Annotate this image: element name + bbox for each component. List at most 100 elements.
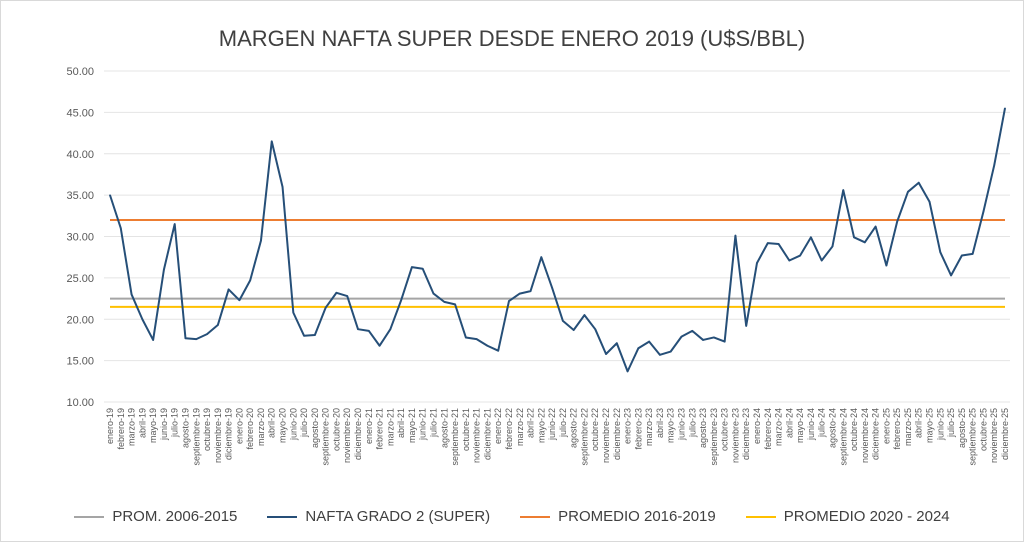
x-tick-label: julio-20 — [299, 408, 309, 438]
data-point — [238, 299, 241, 302]
x-tick-label: noviembre-22 — [601, 408, 611, 463]
x-tick-label: noviembre-20 — [342, 408, 352, 463]
x-tick-label: octubre-24 — [849, 408, 859, 451]
data-point — [292, 311, 295, 314]
legend-swatch — [520, 515, 551, 518]
legend-swatch — [745, 515, 776, 518]
x-tick-label: mayo-23 — [666, 408, 676, 443]
x-tick-label: enero-22 — [493, 408, 503, 444]
x-tick-label: junio-21 — [418, 408, 428, 441]
x-tick-label: junio-23 — [677, 408, 687, 441]
x-tick-label: julio-23 — [687, 408, 697, 438]
data-point — [551, 287, 553, 289]
x-tick-label: junio-19 — [159, 408, 169, 441]
data-point — [195, 338, 198, 340]
data-point — [928, 200, 931, 203]
x-tick-label: noviembre-19 — [213, 408, 223, 463]
x-tick-label: diciembre-23 — [741, 408, 751, 460]
data-point — [421, 267, 424, 270]
x-tick-label: abril-24 — [784, 408, 794, 438]
data-point — [993, 164, 996, 167]
x-tick-label: abril-21 — [396, 408, 406, 438]
x-tick-label: noviembre-21 — [472, 408, 482, 463]
x-tick-label: junio-20 — [288, 408, 298, 441]
data-point — [982, 210, 985, 213]
y-tick-label: 45.00 — [66, 107, 94, 119]
data-point — [637, 347, 640, 350]
x-tick-label: febrero-20 — [245, 408, 255, 450]
x-tick-label: abril-23 — [655, 408, 665, 438]
data-point — [907, 191, 909, 193]
data-point — [831, 245, 834, 248]
y-tick-label: 50.00 — [66, 66, 94, 78]
x-tick-label: enero-21 — [364, 408, 374, 444]
y-tick-label: 35.00 — [66, 190, 94, 202]
y-tick-label: 40.00 — [66, 149, 94, 161]
data-point — [820, 259, 823, 262]
y-tick-label: 10.00 — [66, 397, 94, 409]
x-tick-label: mayo-24 — [795, 408, 805, 443]
data-point — [734, 234, 737, 237]
data-point — [1004, 107, 1006, 110]
x-tick-label: mayo-19 — [148, 408, 158, 443]
data-point — [508, 300, 510, 302]
x-tick-label: enero-19 — [105, 408, 115, 444]
data-point — [324, 306, 327, 309]
x-tick-label: diciembre-22 — [612, 408, 622, 460]
data-point — [766, 242, 769, 244]
data-point — [562, 320, 564, 322]
x-tick-label: junio-22 — [547, 408, 557, 441]
x-tick-label: enero-23 — [623, 408, 633, 444]
x-tick-label: septiembre-23 — [709, 408, 719, 466]
data-point — [227, 288, 230, 291]
data-point — [540, 256, 543, 258]
data-point — [961, 254, 963, 257]
x-tick-label: julio-22 — [558, 408, 568, 438]
y-tick-label: 15.00 — [66, 356, 94, 368]
legend-item-promedio-2020-2024: PROMEDIO 2020 - 2024 — [745, 508, 950, 525]
data-point — [497, 349, 499, 352]
x-tick-label: diciembre-19 — [224, 408, 234, 460]
x-tick-label: enero-20 — [234, 408, 244, 444]
x-tick-label: julio-19 — [170, 408, 180, 438]
legend-label: NAFTA GRADO 2 (SUPER) — [305, 508, 491, 525]
x-tick-label: octubre-23 — [720, 408, 730, 451]
data-point — [691, 330, 694, 332]
data-point — [465, 336, 467, 339]
data-point — [314, 334, 316, 336]
y-tick-label: 25.00 — [66, 273, 94, 285]
legend: PROM. 2006-2015 NAFTA GRADO 2 (SUPER) PR… — [0, 508, 1024, 525]
data-point — [799, 254, 801, 257]
chart-plot: 10.00 15.00 20.00 25.00 30.00 35.00 40.00 45.00… — [66, 66, 1010, 466]
x-tick-label: diciembre-25 — [1000, 408, 1010, 460]
data-point — [475, 338, 478, 340]
chart-title: MARGEN NAFTA SUPER DESDE ENERO 2019 (U$S… — [218, 26, 806, 51]
data-point — [853, 236, 855, 239]
x-tick-label: febrero-22 — [504, 408, 514, 450]
data-point — [443, 301, 446, 303]
x-tick-label: octubre-20 — [331, 408, 341, 451]
data-point — [745, 325, 748, 327]
legend-label: PROMEDIO 2016-2019 — [558, 508, 716, 525]
x-tick-label: abril-19 — [137, 408, 147, 438]
x-tick-label: diciembre-21 — [482, 408, 492, 460]
data-point — [270, 140, 273, 143]
legend-item-promedio-2016-2019: PROMEDIO 2016-2019 — [520, 508, 716, 525]
x-tick-label: octubre-19 — [202, 408, 212, 451]
y-tick-label: 20.00 — [66, 314, 94, 326]
x-tick-label: marzo-21 — [385, 408, 395, 446]
x-tick-label: mayo-21 — [407, 408, 417, 443]
data-point — [810, 236, 812, 239]
data-point — [864, 241, 866, 244]
data-point — [713, 336, 715, 339]
data-point — [173, 223, 176, 225]
x-tick-label: mayo-20 — [278, 408, 288, 443]
data-point — [842, 189, 845, 191]
legend-swatch — [267, 515, 298, 518]
x-tick-label: marzo-22 — [515, 408, 525, 446]
x-tick-label: agosto-24 — [827, 408, 837, 448]
data-point — [648, 340, 650, 343]
x-tick-label: septiembre-20 — [321, 408, 331, 466]
data-point — [217, 324, 219, 326]
x-tick-label: mayo-25 — [925, 408, 935, 443]
